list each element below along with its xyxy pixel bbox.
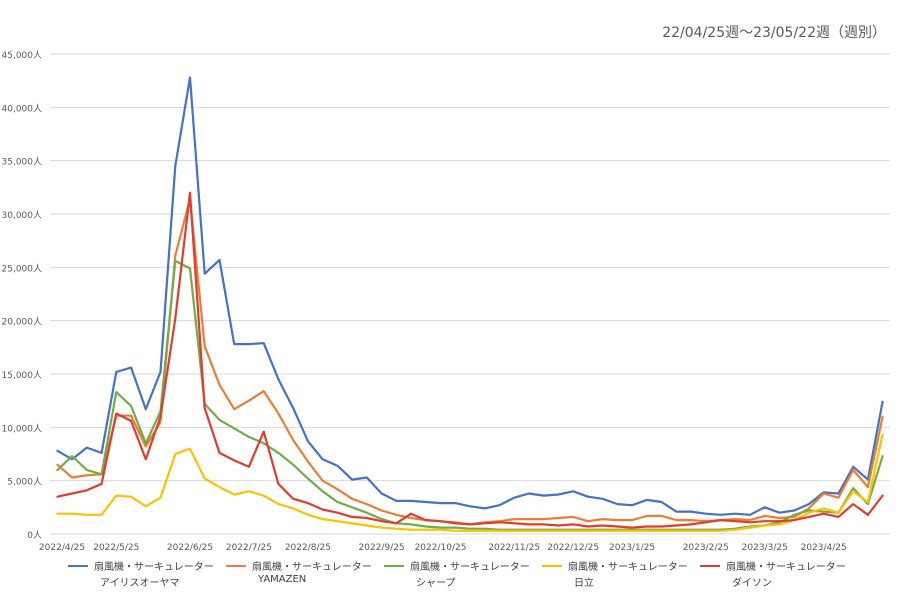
y-tick-label: 5,000人 [7,477,42,488]
x-tick-label: 2023/1/25 [609,543,655,553]
x-tick-label: 2022/4/25 [39,543,85,553]
legend-label-brand: ダイソン [732,578,772,589]
x-tick-label: 2022/10/25 [415,543,467,553]
x-tick-label: 2022/12/25 [547,543,599,553]
series-line-2 [56,198,884,526]
x-tick-label: 2022/5/25 [93,543,139,553]
series-line-3 [56,259,884,531]
x-tick-label: 2022/6/25 [167,543,213,553]
legend-label: 扇風機・サーキュレーター [410,562,530,573]
legend-label-brand: アイリスオーヤマ [100,578,180,589]
y-tick-label: 40,000人 [2,103,43,114]
legend-swatch [700,565,720,567]
legend: 扇風機・サーキュレーター アイリスオーヤマ 扇風機・サーキュレーター YAMAZEN 扇… [60,558,900,598]
legend-label-brand: YAMAZEN [258,574,307,585]
series-line-5 [56,191,884,529]
y-tick-label: 30,000人 [2,210,43,221]
legend-label: 扇風機・サーキュレーター [252,562,372,573]
y-tick-label: 10,000人 [2,423,43,434]
x-tick-label: 2022/9/25 [359,543,405,553]
legend-swatch [68,565,88,567]
y-tick-label: 20,000人 [2,317,43,328]
y-tick-label: 35,000人 [2,157,43,168]
x-tick-label: 2022/7/25 [226,543,272,553]
y-tick-label: 0人 [27,530,42,541]
x-tick-label: 2023/4/25 [801,543,847,553]
legend-swatch [542,565,562,567]
chart-subtitle: 22/04/25週～23/05/22週（週別） [662,25,886,41]
y-tick-label: 25,000人 [2,263,43,274]
legend-label: 扇風機・サーキュレーター [568,562,688,573]
series-line-4 [56,433,884,532]
x-tick-label: 2022/11/25 [488,543,540,553]
x-tick-label: 2023/3/25 [742,543,788,553]
x-tick-label: 2023/2/25 [683,543,729,553]
legend-label-brand: 日立 [574,578,594,589]
series-line-1 [56,76,884,516]
line-chart: 0人 5,000人 10,000人 15,000人 20,000人 25,000人 30,0… [2,50,890,553]
legend-label: 扇風機・サーキュレーター [726,562,846,573]
legend-swatch [384,565,404,567]
y-tick-label: 45,000人 [2,50,43,61]
legend-label-brand: シャープ [416,578,456,589]
legend-label: 扇風機・サーキュレーター [94,562,214,573]
y-tick-label: 15,000人 [2,370,43,381]
legend-swatch [226,565,246,567]
x-tick-label: 2022/8/25 [285,543,331,553]
